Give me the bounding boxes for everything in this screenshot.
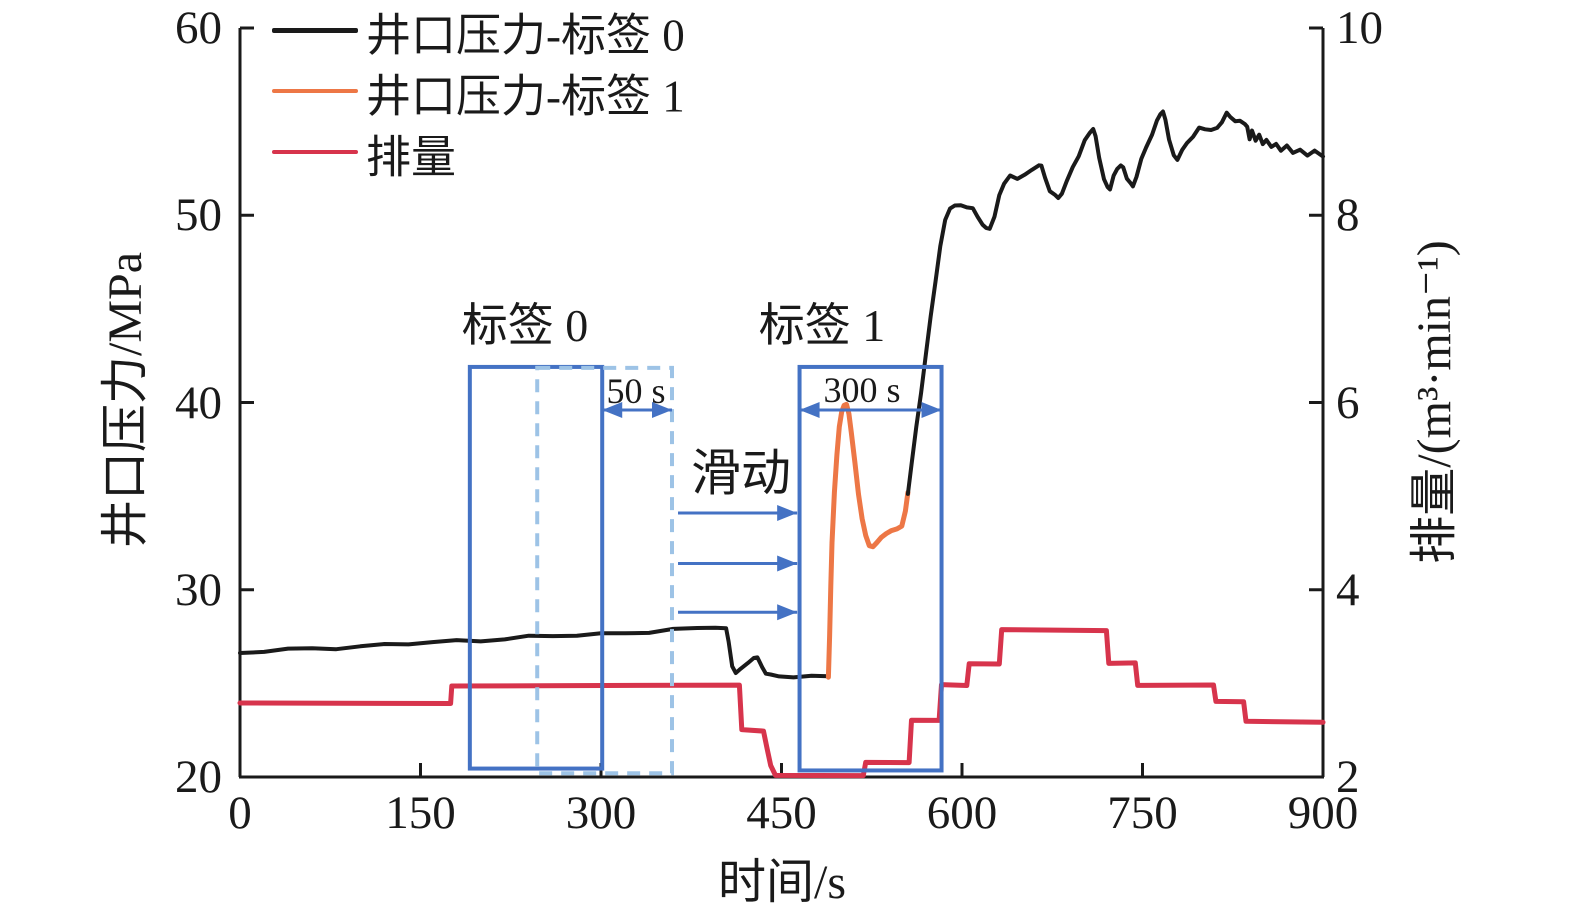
y-left-tick-label: 30	[175, 563, 222, 616]
x-tick-label: 0	[228, 787, 252, 839]
right-axis-title: 排量/(m³·min⁻¹)	[1408, 240, 1461, 564]
slide-text: 滑动	[691, 445, 791, 501]
label1-window	[797, 364, 944, 773]
label1-text: 标签 1	[758, 300, 886, 351]
y-right-tick-label: 4	[1336, 563, 1360, 616]
y-left-tick-label: 50	[175, 189, 222, 242]
y-left-tick-label: 40	[175, 376, 222, 429]
legend-label-flow-rate: 排量	[366, 132, 457, 183]
width-300s-arrow-head	[921, 401, 942, 418]
x-tick-label: 300	[565, 787, 637, 839]
slide-arrow-3-head	[777, 604, 798, 621]
y-left-tick-label: 60	[175, 2, 222, 54]
y-right-tick-label: 6	[1336, 376, 1360, 429]
slide-arrow-1-head	[777, 504, 798, 521]
x-tick-label: 600	[926, 787, 998, 839]
series-pressure-label1	[825, 401, 911, 680]
series-flow-rate	[237, 627, 1326, 779]
x-axis-title: 时间/s	[717, 856, 847, 909]
label0-window-shifted	[535, 365, 674, 776]
x-tick-label: 750	[1107, 787, 1178, 839]
legend-line-pressure-label0	[272, 28, 358, 33]
window-width-text: 300 s	[823, 370, 901, 410]
label0-text: 标签 0	[461, 300, 589, 351]
width-300s-arrow-head	[799, 401, 820, 418]
y-left-tick-label: 20	[175, 751, 222, 803]
legend-line-flow-rate	[272, 150, 358, 154]
x-tick-label: 900	[1287, 787, 1359, 839]
x-tick-label: 150	[385, 787, 456, 839]
y-right-tick-label: 10	[1336, 2, 1383, 54]
y-right-tick-label: 2	[1336, 751, 1360, 803]
legend-line-pressure-label1	[272, 89, 358, 93]
x-tick-label: 450	[746, 787, 817, 839]
window-gap-text: 50 s	[606, 371, 666, 411]
series-pressure-label0	[238, 625, 831, 680]
legend-label-pressure-label1: 井口压力-标签 1	[366, 71, 685, 122]
gap-50s-arrow-head	[602, 401, 623, 418]
gap-50s-arrow-head	[651, 401, 672, 418]
slide-arrow-2-head	[777, 555, 798, 572]
series-pressure-label0-high	[905, 109, 1325, 496]
y-right-tick-label: 8	[1336, 189, 1360, 242]
legend-label-pressure-label0: 井口压力-标签 0	[366, 10, 685, 61]
